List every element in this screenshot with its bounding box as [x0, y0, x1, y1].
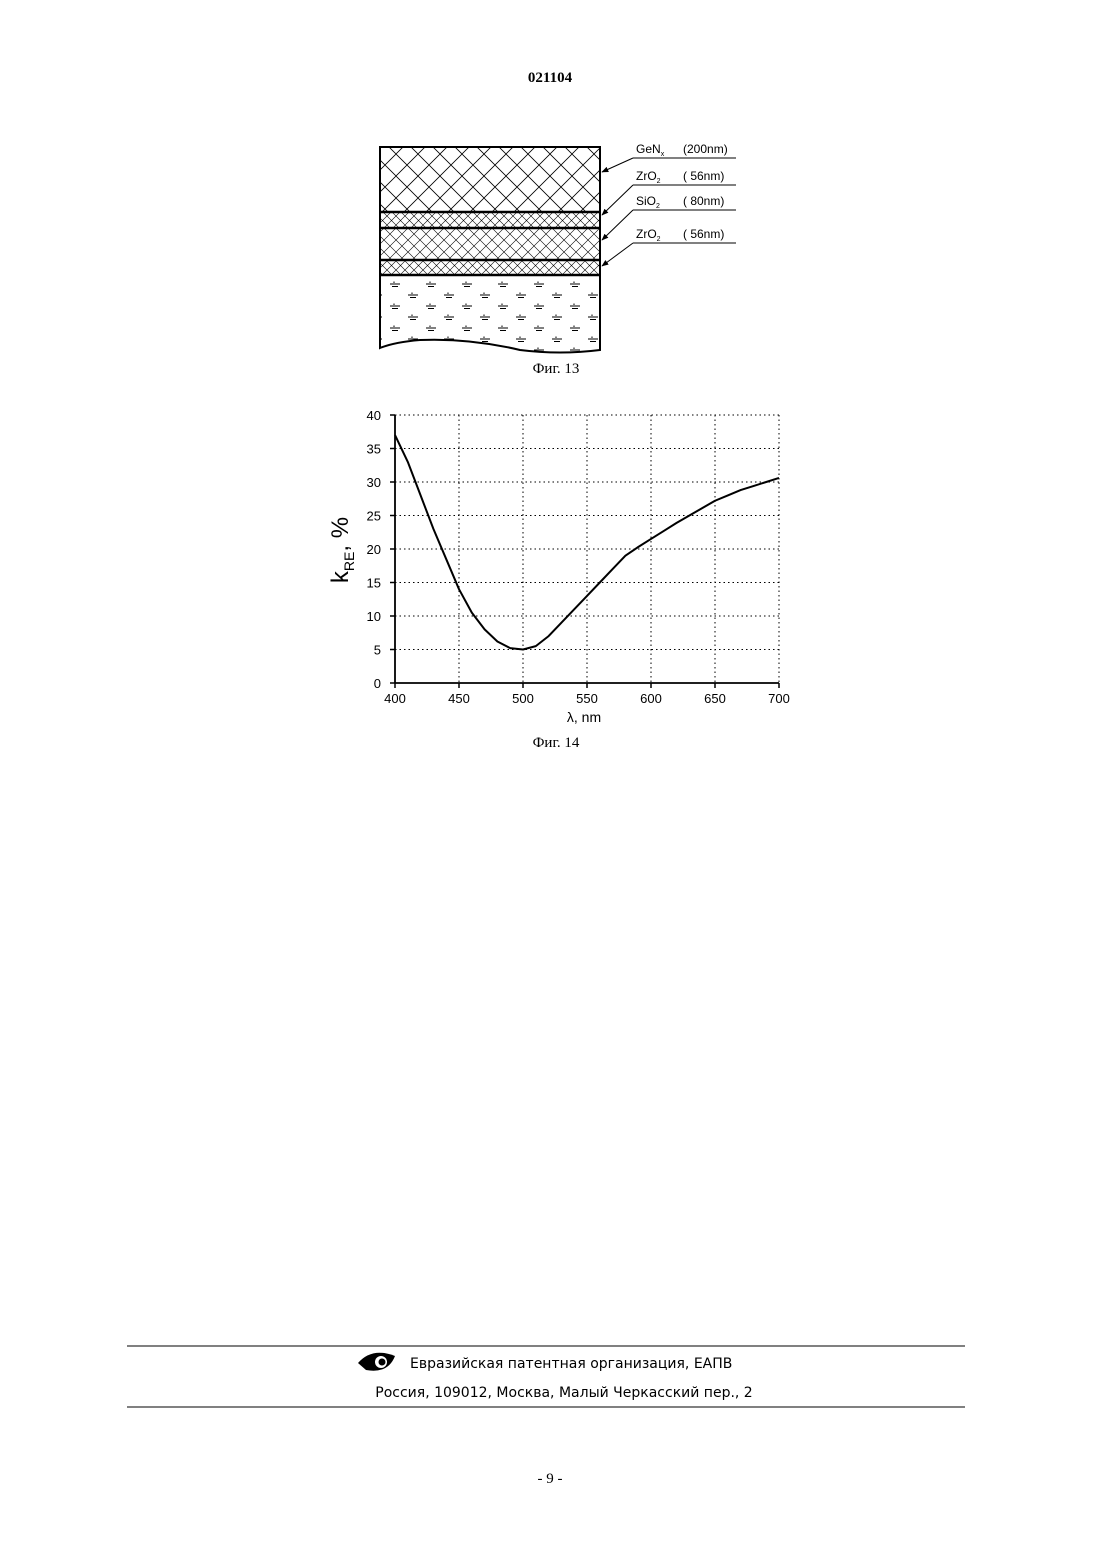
layer-label: GeNx (200nm): [636, 142, 728, 158]
y-tick-label: 0: [374, 676, 381, 691]
figure-caption: Фиг. 14: [533, 735, 580, 751]
y-tick-label: 5: [374, 643, 381, 658]
x-tick-label: 400: [384, 691, 406, 706]
layer-thickness: ( 56nm): [683, 227, 724, 241]
layer-formula: ZrO: [636, 169, 657, 183]
figure-caption: Фиг. 13: [533, 361, 580, 377]
x-tick-label: 500: [512, 691, 534, 706]
chart: 0 5 10 15 20 25 30 35 40 400 450 500 550 600 650 700: [367, 408, 790, 706]
layer-formula: ZrO: [636, 227, 657, 241]
footer-organization: Евразийская патентная организация, ЕАПВ: [410, 1356, 732, 1372]
y-tick-label: 30: [367, 475, 381, 490]
layer-thickness: ( 56nm): [683, 169, 724, 183]
x-axis-label: λ, nm: [567, 709, 601, 725]
page-header: 021104: [528, 70, 573, 86]
layer-subscript: x: [661, 151, 665, 158]
layer-label: ZrO2 ( 56nm): [636, 227, 724, 243]
y-axis-label: kRE, %: [327, 517, 357, 583]
layer-label: SiO2 ( 80nm): [636, 194, 724, 210]
y-label-subscript: RE: [341, 552, 357, 571]
y-tick-label: 35: [367, 442, 381, 457]
y-tick-label: 25: [367, 509, 381, 524]
layer-formula: SiO: [636, 194, 656, 208]
y-tick-label: 15: [367, 576, 381, 591]
x-tick-label: 650: [704, 691, 726, 706]
organization-logo: [358, 1353, 395, 1371]
layer-formula: GeN: [636, 142, 661, 156]
x-tick-label: 450: [448, 691, 470, 706]
footer-address: Россия, 109012, Москва, Малый Черкасский…: [375, 1385, 752, 1401]
layer-subscript: 2: [657, 178, 661, 185]
y-label-unit: , %: [327, 517, 354, 552]
y-tick-label: 20: [367, 542, 381, 557]
y-tick-label: 40: [367, 408, 381, 423]
page-number: - 9 -: [538, 1471, 563, 1487]
x-tick-label: 700: [768, 691, 790, 706]
y-tick-label: 10: [367, 609, 381, 624]
layer-thickness: ( 80nm): [683, 194, 724, 208]
layer-thickness: (200nm): [683, 142, 728, 156]
x-tick-label: 550: [576, 691, 598, 706]
layer-subscript: 2: [656, 203, 660, 210]
layer-subscript: 2: [657, 236, 661, 243]
x-tick-label: 600: [640, 691, 662, 706]
layer-label: ZrO2 ( 56nm): [636, 169, 724, 185]
page: 021104 GeNx(200nm)ZrO2( 56nm)SiO2( 80nm)…: [0, 0, 1100, 1556]
